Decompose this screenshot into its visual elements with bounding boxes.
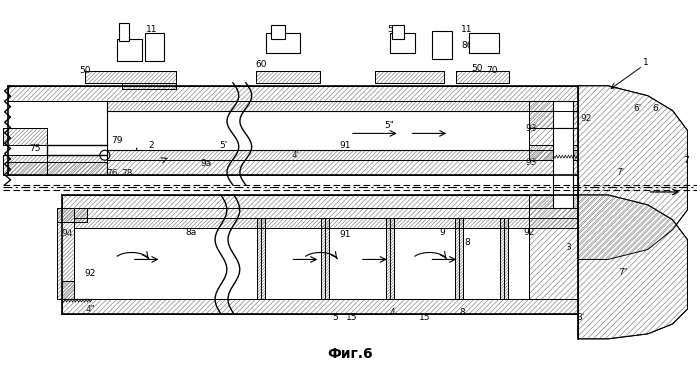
Text: 76: 76 bbox=[106, 169, 118, 177]
Polygon shape bbox=[256, 71, 320, 83]
Text: 1: 1 bbox=[643, 58, 648, 67]
Polygon shape bbox=[321, 218, 329, 299]
Text: 5': 5' bbox=[219, 141, 227, 150]
Polygon shape bbox=[74, 218, 578, 228]
Bar bbox=[469, 33, 499, 53]
Text: 7: 7 bbox=[683, 156, 689, 165]
Polygon shape bbox=[456, 71, 509, 83]
Polygon shape bbox=[528, 195, 578, 299]
Text: 60: 60 bbox=[255, 60, 267, 70]
Text: 6': 6' bbox=[634, 104, 642, 113]
Text: 86: 86 bbox=[146, 41, 158, 49]
Text: 91: 91 bbox=[340, 230, 351, 239]
Polygon shape bbox=[122, 83, 176, 89]
Text: 53: 53 bbox=[275, 25, 286, 34]
Polygon shape bbox=[107, 101, 578, 110]
Text: 92: 92 bbox=[580, 114, 592, 123]
Polygon shape bbox=[528, 101, 578, 160]
Text: 2: 2 bbox=[148, 141, 154, 150]
Bar bbox=[554, 128, 573, 208]
Polygon shape bbox=[57, 208, 74, 299]
Polygon shape bbox=[3, 128, 48, 145]
Bar bbox=[390, 33, 414, 53]
Bar bbox=[265, 33, 300, 53]
Text: 15: 15 bbox=[346, 312, 358, 321]
Bar bbox=[144, 33, 164, 61]
Polygon shape bbox=[8, 86, 578, 101]
Text: 92: 92 bbox=[523, 228, 534, 237]
Text: Фиг.6: Фиг.6 bbox=[327, 347, 373, 361]
Text: 9: 9 bbox=[440, 228, 445, 237]
Polygon shape bbox=[107, 160, 578, 175]
Polygon shape bbox=[578, 86, 687, 259]
Polygon shape bbox=[62, 195, 578, 208]
Text: 50: 50 bbox=[471, 64, 483, 73]
Text: 8: 8 bbox=[459, 308, 465, 317]
Polygon shape bbox=[62, 281, 74, 299]
Text: 93: 93 bbox=[525, 158, 536, 167]
Polygon shape bbox=[528, 110, 578, 128]
Polygon shape bbox=[57, 208, 87, 222]
Text: 4": 4" bbox=[85, 305, 94, 314]
Bar bbox=[433, 31, 452, 59]
Text: 78: 78 bbox=[121, 169, 132, 177]
Circle shape bbox=[100, 150, 110, 160]
Polygon shape bbox=[85, 71, 176, 83]
Polygon shape bbox=[386, 218, 393, 299]
Text: 93: 93 bbox=[525, 124, 536, 133]
Polygon shape bbox=[8, 162, 107, 175]
Text: 94: 94 bbox=[62, 229, 73, 238]
Text: 11: 11 bbox=[146, 25, 158, 34]
Bar bbox=[554, 101, 573, 128]
Text: 15: 15 bbox=[419, 312, 430, 321]
Bar bbox=[271, 25, 286, 39]
Text: 86: 86 bbox=[461, 41, 473, 49]
Polygon shape bbox=[48, 155, 107, 175]
Polygon shape bbox=[578, 195, 687, 339]
Text: 92: 92 bbox=[84, 269, 96, 278]
Text: 5": 5" bbox=[385, 121, 395, 130]
Text: 91: 91 bbox=[340, 141, 351, 150]
Polygon shape bbox=[528, 145, 578, 160]
Polygon shape bbox=[374, 71, 444, 83]
Text: 7': 7' bbox=[616, 168, 624, 177]
Text: 7": 7" bbox=[618, 268, 628, 277]
Polygon shape bbox=[107, 150, 578, 160]
Text: 75: 75 bbox=[29, 144, 41, 153]
Text: 54: 54 bbox=[387, 25, 398, 34]
Text: 9a: 9a bbox=[200, 159, 211, 168]
Polygon shape bbox=[257, 218, 265, 299]
Polygon shape bbox=[500, 218, 507, 299]
Text: 4': 4' bbox=[291, 151, 300, 160]
Text: 6: 6 bbox=[653, 104, 659, 113]
Polygon shape bbox=[455, 218, 463, 299]
Polygon shape bbox=[62, 299, 578, 314]
Text: 8': 8' bbox=[576, 312, 584, 321]
Text: 5: 5 bbox=[332, 312, 338, 321]
Polygon shape bbox=[74, 208, 578, 218]
Bar bbox=[392, 25, 404, 39]
Text: 8: 8 bbox=[464, 238, 470, 247]
Text: 70: 70 bbox=[486, 66, 498, 76]
Bar bbox=[117, 39, 141, 61]
Polygon shape bbox=[3, 155, 48, 175]
Text: 79: 79 bbox=[111, 136, 122, 145]
Text: 4: 4 bbox=[390, 308, 395, 317]
Text: 11: 11 bbox=[461, 25, 473, 34]
Bar bbox=[119, 23, 129, 41]
Text: 8a: 8a bbox=[186, 228, 197, 237]
Text: 3: 3 bbox=[566, 243, 571, 252]
Text: 50: 50 bbox=[79, 66, 91, 76]
